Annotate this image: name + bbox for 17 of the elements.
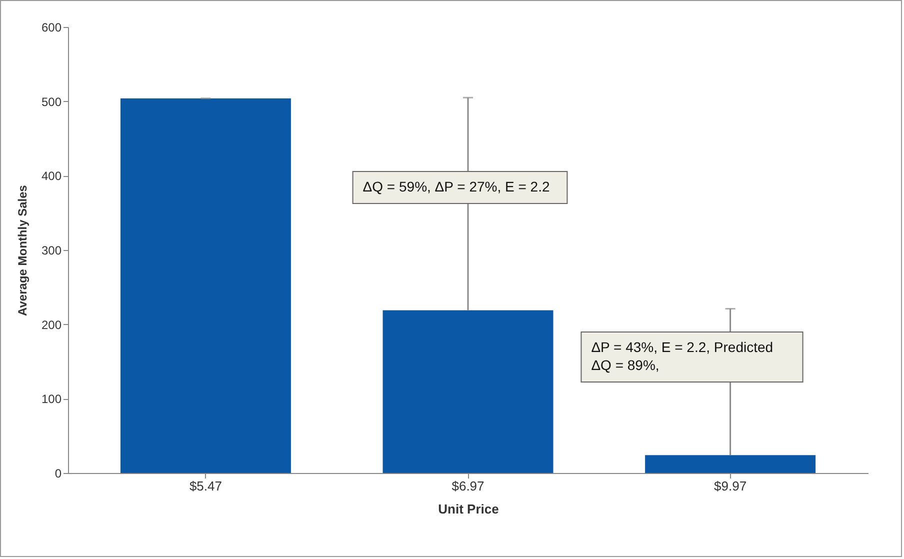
- y-tick-label: 600: [41, 20, 62, 34]
- bar: [645, 455, 816, 473]
- x-tick-label: $5.47: [189, 478, 222, 494]
- x-tick-label: $6.97: [452, 478, 484, 494]
- y-tick-label: 400: [41, 169, 62, 184]
- bar: [382, 310, 554, 473]
- y-tick-label: 300: [41, 244, 62, 258]
- annotation: ΔP = 43%, E = 2.2, Predicted ΔQ = 89%,: [591, 339, 774, 374]
- y-tick-label: 500: [41, 94, 62, 109]
- y-tick-label: 200: [41, 318, 62, 332]
- annotation: ΔQ = 59%, ΔP = 27%, E = 2.2: [362, 178, 550, 195]
- x-axis-title: Unit Price: [438, 502, 499, 516]
- y-tick-label: 100: [41, 392, 62, 406]
- y-axis-title: Average Monthly Sales: [15, 184, 30, 316]
- y-tick-label: 0: [54, 466, 62, 480]
- x-tick-label: $9.97: [714, 478, 747, 494]
- bar: [120, 98, 291, 473]
